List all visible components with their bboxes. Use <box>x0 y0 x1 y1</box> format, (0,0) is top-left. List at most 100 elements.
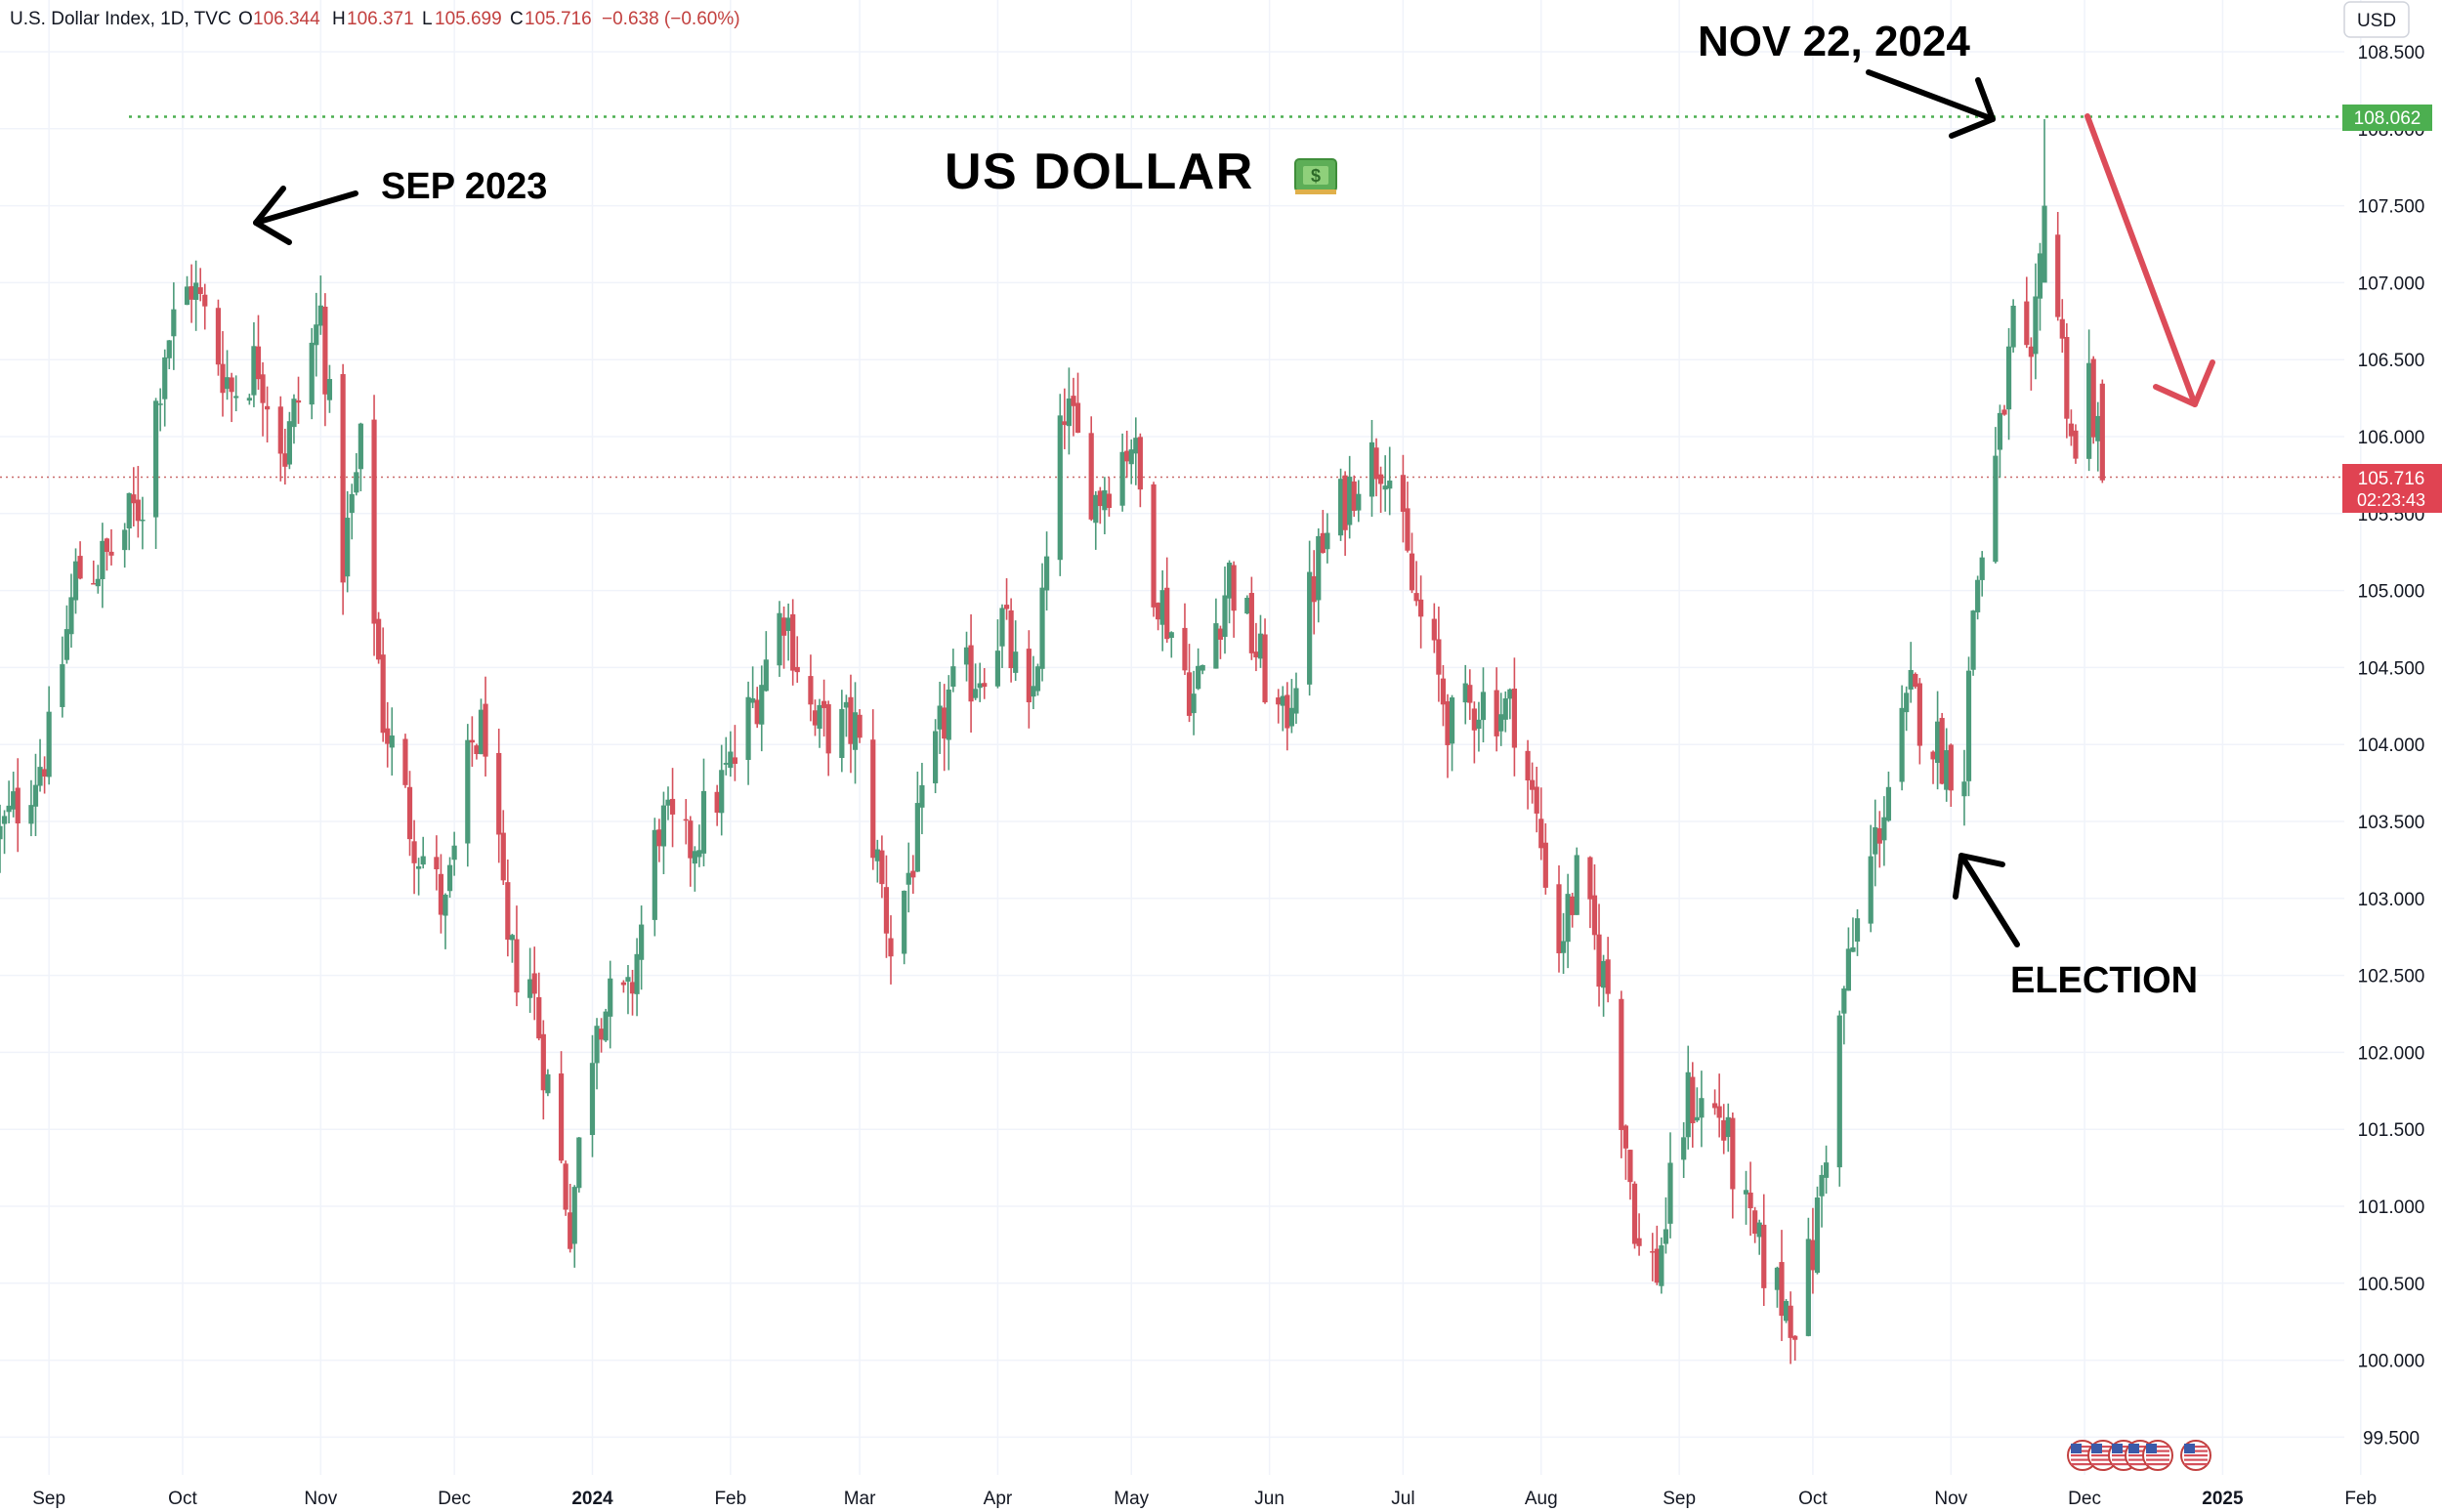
candle-body <box>380 654 386 734</box>
candle-body <box>1542 842 1548 888</box>
x-tick-label: Jun <box>1254 1489 1284 1509</box>
candle-body <box>1570 896 1576 915</box>
candle-body <box>919 784 925 808</box>
candle-body <box>1494 690 1499 736</box>
countdown-text: 02:23:43 <box>2357 490 2425 510</box>
candle-body <box>825 704 831 754</box>
candle-body <box>224 377 231 390</box>
candle-body <box>1342 475 1348 530</box>
candle-body <box>1565 894 1571 943</box>
candle-body <box>1873 827 1878 855</box>
candle-body <box>874 849 880 861</box>
candle-body <box>416 865 422 869</box>
candle-body <box>354 472 359 493</box>
candle-body <box>2042 205 2047 283</box>
event-flags[interactable] <box>2067 1440 2211 1471</box>
candle-body <box>839 708 845 759</box>
candle-body <box>1347 477 1353 525</box>
candle-body <box>68 597 74 635</box>
candle-body <box>1262 634 1268 703</box>
x-tick-label: Mar <box>844 1489 876 1509</box>
candle-body <box>1186 672 1193 716</box>
candle-body <box>1601 960 1607 988</box>
candle-body <box>1057 415 1063 561</box>
y-tick-label: 101.500 <box>2358 1120 2425 1141</box>
candle-body <box>719 770 725 814</box>
candle-body <box>1779 1262 1785 1317</box>
candle-body <box>349 493 355 514</box>
candle-body <box>571 1187 577 1244</box>
candle-body <box>639 924 645 960</box>
x-tick-label: 2025 <box>2202 1489 2244 1509</box>
candle-body <box>446 864 453 892</box>
candle-body <box>465 739 471 844</box>
us-flag-event-icon[interactable] <box>2180 1440 2211 1471</box>
candle-body <box>1916 683 1922 746</box>
candle-body <box>1351 481 1357 511</box>
candle-body <box>594 1026 600 1064</box>
candle-body <box>1418 599 1424 617</box>
candle-body <box>879 850 885 885</box>
candle-body <box>696 850 702 858</box>
candle-body <box>1619 998 1624 1130</box>
candle-body <box>1222 595 1228 637</box>
candle-body <box>197 287 203 294</box>
candle-body <box>509 935 515 941</box>
level-price-tag-text: 108.062 <box>2354 108 2421 129</box>
candle-body <box>1560 941 1567 953</box>
candle-body <box>1913 673 1918 688</box>
candle-body <box>2086 362 2092 459</box>
x-tick-label: Apr <box>984 1489 1013 1509</box>
candle-body <box>1783 1300 1789 1322</box>
candle-body <box>500 832 506 881</box>
candle-body <box>2028 346 2034 357</box>
candle-body <box>505 882 511 940</box>
candle-body <box>994 651 1001 687</box>
candle-body <box>1667 1162 1673 1224</box>
y-tick-label: 102.000 <box>2358 1043 2425 1064</box>
candle-body <box>411 841 417 863</box>
candle-body <box>1961 781 1967 797</box>
candle-body <box>982 683 988 688</box>
currency-button[interactable]: USD <box>2343 1 2410 38</box>
candle-body <box>1507 689 1513 699</box>
candle-body <box>1356 493 1362 511</box>
y-tick-label: 102.500 <box>2358 967 2425 987</box>
candle-body <box>1819 1174 1825 1197</box>
candle-body <box>95 578 101 587</box>
candle-body <box>1538 819 1544 849</box>
candle-body <box>1694 1116 1700 1121</box>
x-tick-label: Oct <box>168 1489 197 1509</box>
candle-body <box>1119 451 1125 506</box>
candle-body <box>1876 828 1882 844</box>
candle-body <box>1244 598 1250 614</box>
header-symbol: U.S. Dollar Index, 1D, TVC <box>10 9 232 29</box>
candle-body <box>812 710 819 726</box>
candle-body <box>1997 412 2003 450</box>
candle-body <box>193 282 199 300</box>
candle-body <box>32 784 39 807</box>
candle-body <box>2064 337 2070 419</box>
candle-body <box>540 1033 546 1091</box>
candle-body <box>358 423 363 470</box>
candle-body <box>91 583 97 585</box>
candle-body <box>1627 1150 1633 1183</box>
y-tick-label: 105.000 <box>2358 582 2425 603</box>
candle-body <box>763 659 769 692</box>
candle-body <box>46 711 52 777</box>
candle-body <box>171 309 177 337</box>
candle-body <box>406 786 413 840</box>
candle-body <box>126 492 132 529</box>
candle-body <box>999 608 1005 647</box>
candle-body <box>599 1029 605 1040</box>
candle-body <box>1217 628 1224 640</box>
candle-body <box>1725 1116 1731 1138</box>
candle-body <box>603 1011 609 1041</box>
y-tick-label: 99.500 <box>2363 1428 2420 1449</box>
us-flag-event-icon[interactable] <box>2142 1440 2173 1471</box>
candle-body <box>1039 587 1045 669</box>
header-o-value: 106.344 <box>253 9 320 29</box>
header-h-label: H <box>332 9 346 29</box>
candle-body <box>451 845 457 861</box>
y-axis: 99.500 100.000 100.500 101.000 101.500 102.00… <box>2358 43 2425 1449</box>
